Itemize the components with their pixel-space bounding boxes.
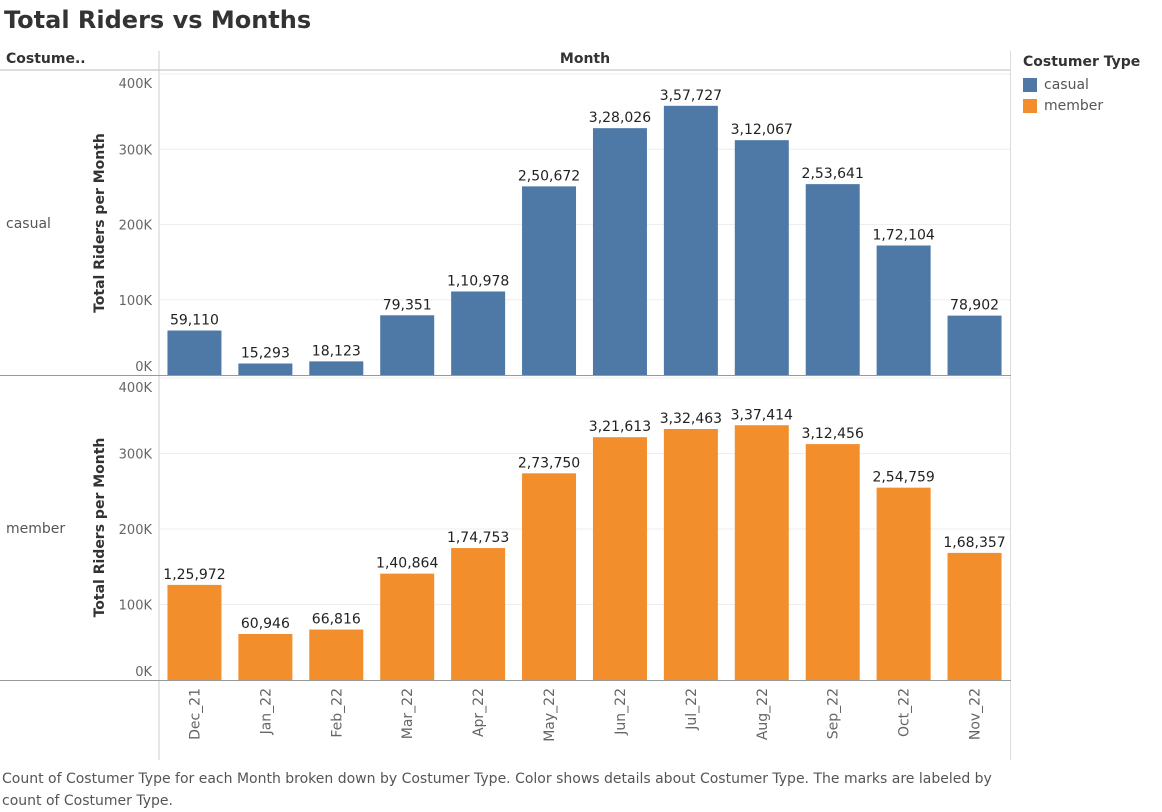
data-label-member-Nov_22: 1,68,357 [943,535,1005,551]
bar-member-Oct_22[interactable] [876,487,931,680]
row-header-label[interactable]: Costume.. [6,51,86,67]
bar-member-Feb_22[interactable] [309,629,364,680]
data-label-casual-Dec_21: 59,110 [170,313,219,329]
x-tick-label[interactable]: Apr_22 [471,688,487,737]
legend-item-member[interactable]: member [1023,95,1140,116]
bar-member-Jan_22[interactable] [238,633,293,680]
data-label-member-May_22: 2,73,750 [518,455,580,471]
data-label-member-Dec_21: 1,25,972 [163,567,225,583]
bar-casual-Jun_22[interactable] [592,128,647,375]
bar-casual-Jan_22[interactable] [238,363,293,375]
bar-casual-Apr_22[interactable] [451,291,506,375]
data-label-casual-Sep_22: 2,53,641 [802,166,864,182]
y-tick-label: 400K [119,77,153,92]
data-label-member-Feb_22: 66,816 [312,612,361,628]
data-label-member-Mar_22: 1,40,864 [376,556,438,572]
y-tick-label: 400K [119,381,153,396]
x-tick-label[interactable]: Aug_22 [755,688,771,740]
bar-member-Apr_22[interactable] [451,548,506,680]
bar-member-Nov_22[interactable] [947,552,1002,680]
row-label-casual[interactable]: casual [6,216,51,232]
bar-member-Aug_22[interactable] [734,425,789,680]
data-label-casual-Oct_22: 1,72,104 [872,227,934,243]
column-header-label[interactable]: Month [559,51,611,67]
y-axis-title: Total Riders per Month [92,133,108,313]
bar-member-Mar_22[interactable] [380,573,435,680]
y-axis-title: Total Riders per Month [92,438,108,618]
legend-label-member: member [1044,97,1104,114]
x-tick-label[interactable]: Mar_22 [400,688,416,739]
legend: Costumer Type casual member [1023,54,1140,116]
bar-casual-May_22[interactable] [522,186,577,375]
data-label-member-Jan_22: 60,946 [241,616,290,632]
data-label-casual-Jul_22: 3,57,727 [660,88,722,104]
x-axis: Dec_21 Jan_22 Feb_22 Mar_22 Apr_22 May_22 Jun_… [187,688,983,742]
y-tick-label: 300K [119,143,153,158]
data-labels: 59,110 15,293 18,123 79,351 1,10,978 2,50,672… [163,88,1005,632]
bar-member-Sep_22[interactable] [805,444,860,680]
x-tick-label[interactable]: Dec_21 [187,688,203,740]
legend-swatch-casual [1023,77,1037,92]
chart-caption: Count of Costumer Type for each Month br… [2,771,992,809]
data-label-member-Apr_22: 1,74,753 [447,530,509,546]
data-label-member-Oct_22: 2,54,759 [872,470,934,486]
x-tick-label[interactable]: Jun_22 [613,688,629,736]
data-label-casual-Apr_22: 1,10,978 [447,273,509,289]
data-label-member-Jun_22: 3,21,613 [589,419,651,435]
data-label-casual-Nov_22: 78,902 [950,298,999,314]
chart-frame [0,51,1011,760]
x-tick-label[interactable]: Sep_22 [826,688,842,739]
bar-casual-Aug_22[interactable] [734,140,789,375]
x-tick-label[interactable]: Nov_22 [968,688,984,740]
x-tick-label[interactable]: Oct_22 [897,688,913,737]
bar-casual-Sep_22[interactable] [805,184,860,375]
bar-casual-Feb_22[interactable] [309,361,364,375]
x-tick-label[interactable]: Jul_22 [684,688,700,731]
bar-casual-Nov_22[interactable] [947,315,1002,375]
y-tick-label: 300K [119,448,153,463]
x-tick-label[interactable]: Feb_22 [329,688,345,738]
data-label-casual-Aug_22: 3,12,067 [731,122,793,138]
data-label-member-Aug_22: 3,37,414 [731,407,793,423]
bar-casual-Oct_22[interactable] [876,245,931,375]
bar-casual-Mar_22[interactable] [380,315,435,375]
bars [167,105,1002,680]
y-tick-label: 100K [119,294,153,309]
y-axes: 0K 100K 200K 300K 400K Total Riders per Month… [6,77,152,680]
row-label-member[interactable]: member [6,521,65,537]
bar-member-Jul_22[interactable] [663,428,718,680]
data-label-casual-Feb_22: 18,123 [312,343,361,359]
gridlines [159,73,1010,605]
bar-casual-Jul_22[interactable] [663,105,718,376]
data-label-member-Sep_22: 3,12,456 [802,426,864,442]
y-tick-label: 0K [135,665,152,680]
x-tick-label[interactable]: Jan_22 [258,688,274,735]
legend-swatch-member [1023,98,1037,113]
bar-casual-Dec_21[interactable] [167,330,222,375]
data-label-casual-Jan_22: 15,293 [241,345,290,361]
data-label-casual-Jun_22: 3,28,026 [589,110,651,126]
y-tick-label: 0K [135,360,152,375]
legend-label-casual: casual [1044,76,1089,93]
bar-member-Jun_22[interactable] [592,437,647,680]
data-label-casual-May_22: 2,50,672 [518,168,580,184]
chart-title: Total Riders vs Months [4,6,312,34]
y-tick-label: 100K [119,599,153,614]
data-label-member-Jul_22: 3,32,463 [660,411,722,427]
data-label-casual-Mar_22: 79,351 [383,297,432,313]
y-tick-label: 200K [119,523,153,538]
legend-item-casual[interactable]: casual [1023,74,1140,95]
bar-member-Dec_21[interactable] [167,584,222,680]
bar-member-May_22[interactable] [522,473,577,680]
y-tick-label: 200K [119,219,153,234]
legend-title: Costumer Type [1023,54,1141,70]
x-tick-label[interactable]: May_22 [542,688,558,742]
